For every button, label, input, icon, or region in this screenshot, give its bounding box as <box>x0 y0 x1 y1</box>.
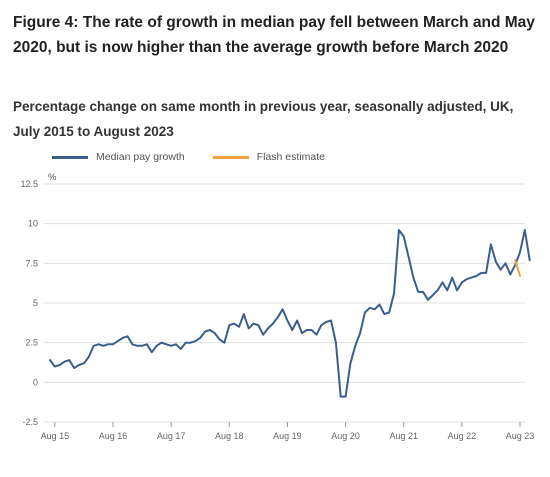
x-tick-labels: Aug 15 Aug 16 Aug 17 Aug 18 Aug 19 Aug 20 Aug … <box>41 431 535 441</box>
chart-subtitle: Percentage change on same month in previ… <box>13 99 514 139</box>
y-tick-labels: 12.5 10 7.5 5 2.5 0 -2.5 <box>20 179 38 427</box>
series-line-median-pay-growth <box>49 229 531 398</box>
chart-title: Figure 4: The rate of growth in median p… <box>13 14 535 56</box>
grid-lines <box>44 183 525 423</box>
x-tick-label: Aug 16 <box>99 431 128 441</box>
y-tick-label: 10 <box>28 219 38 229</box>
x-tick-marks <box>54 422 521 427</box>
legend-label-median: Median pay growth <box>96 151 185 163</box>
legend-item-median[interactable]: Median pay growth <box>52 151 185 163</box>
x-tick-label: Aug 18 <box>215 431 244 441</box>
legend-swatch-median <box>52 155 88 159</box>
y-tick-label: 2.5 <box>25 338 38 348</box>
y-axis-unit-label: % <box>48 172 57 183</box>
series-line-flash-estimate <box>514 259 521 277</box>
x-tick-label: Aug 21 <box>389 431 418 441</box>
legend-label-flash: Flash estimate <box>256 151 325 163</box>
x-tick-label: Aug 23 <box>506 431 535 441</box>
y-tick-label: -2.5 <box>22 417 38 427</box>
x-tick-label: Aug 15 <box>41 431 70 441</box>
legend-item-flash[interactable]: Flash estimate <box>212 151 325 163</box>
y-tick-label: 5 <box>33 298 38 308</box>
y-tick-label: 12.5 <box>20 179 38 189</box>
x-tick-label: Aug 19 <box>273 431 302 441</box>
x-tick-label: Aug 20 <box>331 431 360 441</box>
chart-legend: Median pay growth Flash estimate <box>52 151 353 163</box>
x-tick-label: Aug 17 <box>157 431 186 441</box>
y-tick-label: 0 <box>33 377 38 387</box>
legend-swatch-flash <box>212 155 249 159</box>
y-tick-label: 7.5 <box>25 258 38 268</box>
series-lines <box>49 229 531 398</box>
x-tick-label: Aug 22 <box>448 431 477 441</box>
